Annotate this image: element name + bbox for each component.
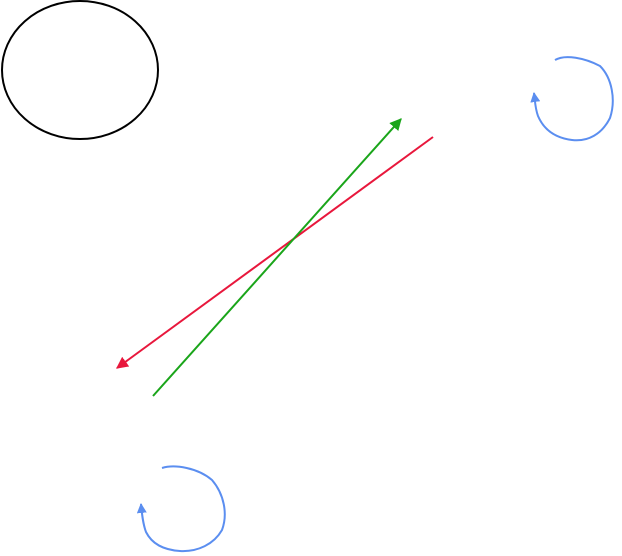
red-arrow bbox=[116, 136, 434, 369]
rotate-arrow bbox=[136, 465, 226, 553]
green-arrow bbox=[152, 118, 402, 397]
ellipse bbox=[1, 0, 159, 140]
rotate-arrow bbox=[530, 56, 614, 142]
